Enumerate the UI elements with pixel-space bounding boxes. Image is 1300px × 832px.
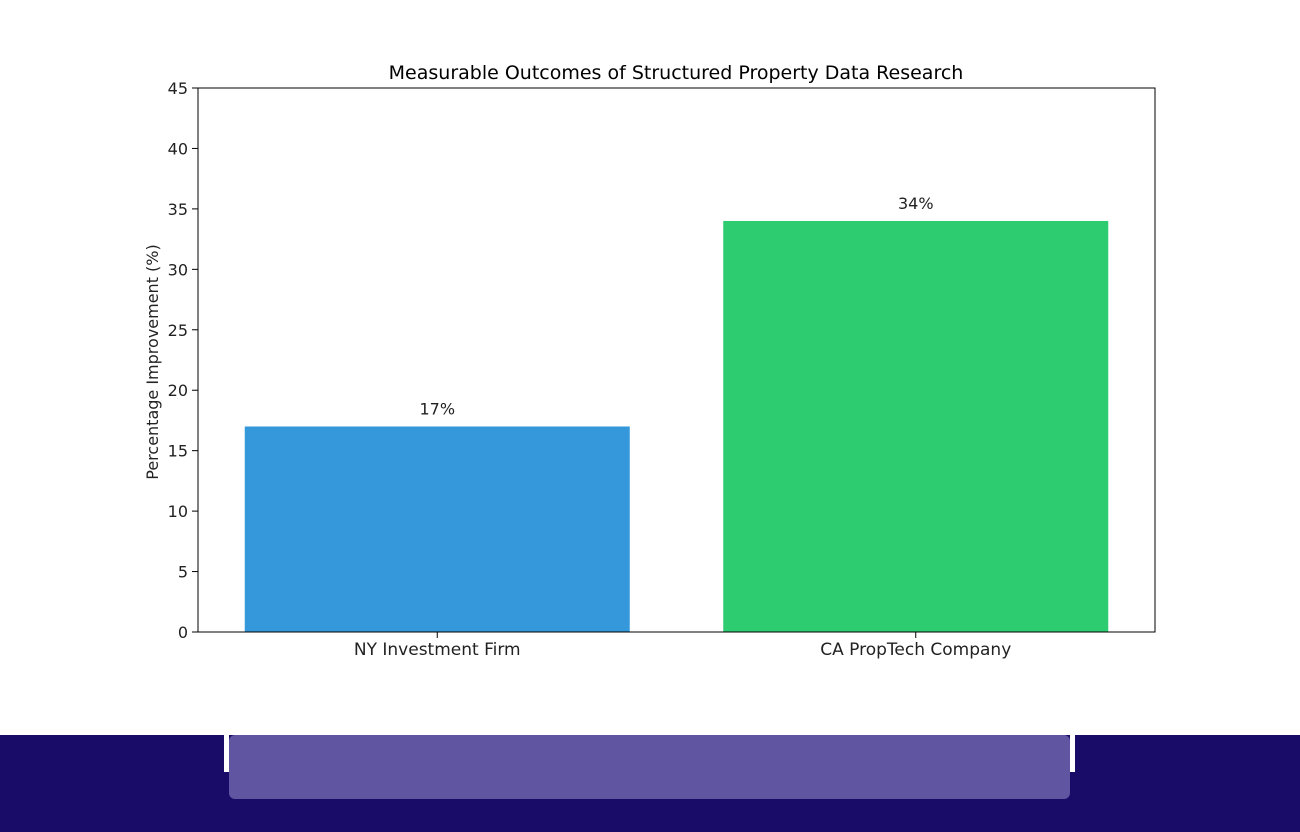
y-tick-label: 35 bbox=[168, 200, 188, 219]
plot-frame bbox=[197, 87, 1156, 633]
y-tick-label: 0 bbox=[178, 623, 188, 642]
x-axis-ticks: NY Investment Firm CA PropTech Company bbox=[354, 632, 1011, 660]
y-tick-label: 5 bbox=[178, 563, 188, 582]
bar-value-label: 17% bbox=[419, 399, 455, 418]
x-tick-label: NY Investment Firm bbox=[354, 640, 521, 660]
y-tick-label: 20 bbox=[168, 381, 188, 400]
bar bbox=[244, 426, 630, 632]
bar-chart: Measurable Outcomes of Structured Proper… bbox=[143, 62, 1156, 660]
chart-title: Measurable Outcomes of Structured Proper… bbox=[389, 62, 964, 84]
y-tick-label: 10 bbox=[168, 502, 188, 521]
y-tick-label: 15 bbox=[168, 442, 188, 461]
y-axis-label: Percentage Improvement (%) bbox=[143, 244, 162, 480]
bars-layer: 17% 34% bbox=[244, 194, 1109, 632]
y-tick-label: 25 bbox=[168, 321, 188, 340]
footer-notch-left bbox=[224, 735, 229, 772]
footer-notch-right bbox=[1070, 735, 1075, 772]
y-tick-label: 40 bbox=[168, 139, 188, 158]
x-tick-label: CA PropTech Company bbox=[820, 640, 1011, 660]
bar bbox=[723, 220, 1109, 632]
y-tick-label: 45 bbox=[168, 79, 188, 98]
bar-value-label: 34% bbox=[898, 194, 934, 213]
footer-panel bbox=[229, 735, 1070, 799]
y-axis-ticks: 0 5 10 15 20 25 30 35 40 45 bbox=[168, 79, 198, 642]
y-tick-label: 30 bbox=[168, 260, 188, 279]
